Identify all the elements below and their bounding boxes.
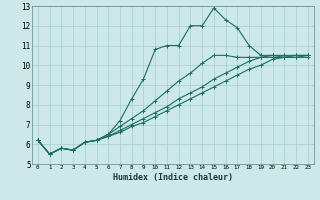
X-axis label: Humidex (Indice chaleur): Humidex (Indice chaleur) [113, 173, 233, 182]
